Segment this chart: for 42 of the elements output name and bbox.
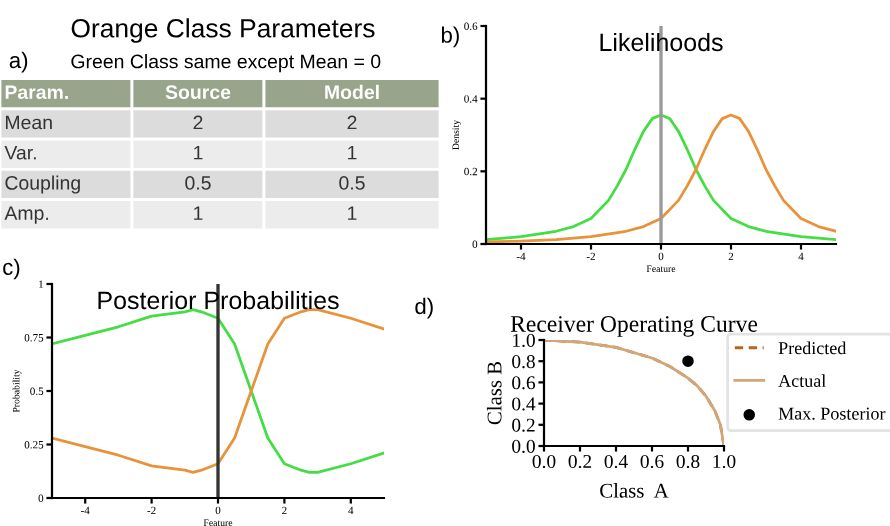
text: 1 [194,206,203,220]
legend-label: Predicted [778,341,847,355]
text: 0.5 [185,176,211,190]
y-tick-label: 1.0 [513,333,535,348]
legend-label: Max. Posterior [778,407,886,420]
category-label: Param. [5,85,68,100]
y-tick-label: 0.8 [512,355,535,369]
text: Orange Class Parameters [71,18,375,43]
legend-label: Actual [778,374,826,387]
x-tick-label: 0.4 [604,454,628,469]
x-tick-label: 0.2 [568,454,592,469]
text: Green Class same except Mean = 0 [71,54,381,73]
category-label: Model [325,84,379,100]
x-tick-label: 1.0 [713,454,736,469]
y-tick-label: 0.6 [512,376,536,390]
category-label: Source [165,85,231,100]
category-label: Mean [6,115,52,130]
text: 1 [194,145,203,160]
x-tick-label: 0.8 [676,454,700,469]
text: b) [441,26,459,48]
y-tick-label: 0.0 [512,439,535,454]
y-tick-label: 0.4 [512,397,536,411]
line-series [52,308,384,474]
text: 0.5 [339,176,365,190]
category-label: Var. [4,145,36,160]
text: a) [9,51,28,73]
category-label: Coupling [5,175,80,194]
text: 2 [347,115,357,130]
chart-title: Likelihoods [600,32,723,52]
text: 1 [348,206,357,220]
x-axis-title: Class A [600,483,669,498]
category-label: Amp. [4,206,49,224]
x-tick-label: 0.6 [640,454,664,469]
text: 1 [348,145,357,160]
chart-title: Receiver Operating Curve [510,316,758,337]
y-tick-label: 0.2 [512,418,535,432]
x-tick-label: 0.0 [532,454,556,469]
text: c) [3,258,20,280]
text: 2 [193,115,203,130]
line-series [544,340,724,446]
text: d) [415,297,433,319]
y-axis-title: Class B [486,361,502,425]
